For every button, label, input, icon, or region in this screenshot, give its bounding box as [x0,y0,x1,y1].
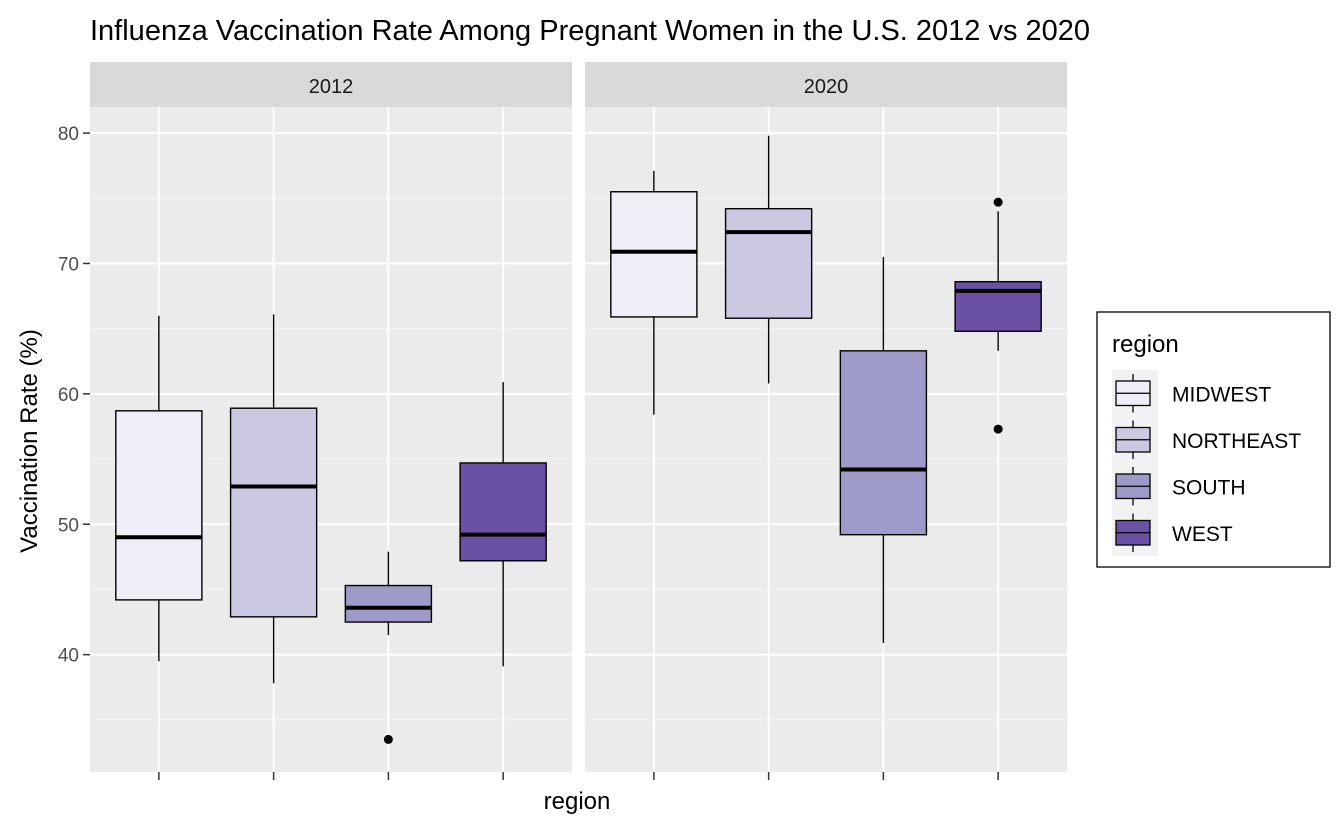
legend-item-midwest: MIDWEST [1112,370,1271,417]
box-2012-WEST [459,382,547,667]
legend-title: region [1112,331,1179,358]
y-tick-label: 70 [58,254,79,275]
y-axis-title: Vaccination Rate (%) [16,329,43,553]
facet-strip-label-2012: 2012 [309,76,354,98]
legend: region MIDWEST NORTHEAST SOUTH WEST [1096,311,1331,568]
box-2020-NORTHEAST [724,135,813,384]
box-2020-MIDWEST [610,170,698,415]
box-iqr [115,410,203,601]
outlier-point [993,424,1003,434]
legend-label: WEST [1172,523,1233,546]
box-iqr [344,584,433,623]
legend-item-northeast: NORTHEAST [1112,416,1301,463]
legend-item-south: SOUTH [1112,463,1246,510]
box-2020-SOUTH [839,256,928,643]
box-2012-SOUTH [344,551,433,744]
box-2012-NORTHEAST [229,314,318,684]
legend-item-west: WEST [1112,509,1233,556]
box-iqr [459,462,547,562]
panels-layer: 2012 2020 40 50 60 70 80 [58,62,1067,780]
box-iqr [839,350,928,536]
box-iqr [610,191,698,318]
box-iqr [724,208,813,319]
y-tick-label: 50 [58,515,79,536]
facet-strip-2020 [585,62,1067,107]
legend-label: NORTHEAST [1172,430,1301,453]
facet-strip-2012 [90,62,572,107]
x-axis-title: region [544,788,611,815]
legend-label: SOUTH [1172,476,1246,499]
facet-strip-label-2020: 2020 [804,76,849,98]
y-tick-label: 80 [58,124,79,145]
box-2020-WEST [954,197,1042,434]
box-2012-MIDWEST [115,315,203,662]
y-tick-label: 60 [58,385,79,406]
outlier-point [383,734,393,744]
legend-label: MIDWEST [1172,383,1271,406]
y-tick-label: 40 [58,646,79,667]
box-iqr [229,407,318,618]
outlier-point [993,197,1003,207]
chart-title: Influenza Vaccination Rate Among Pregnan… [90,15,1090,47]
